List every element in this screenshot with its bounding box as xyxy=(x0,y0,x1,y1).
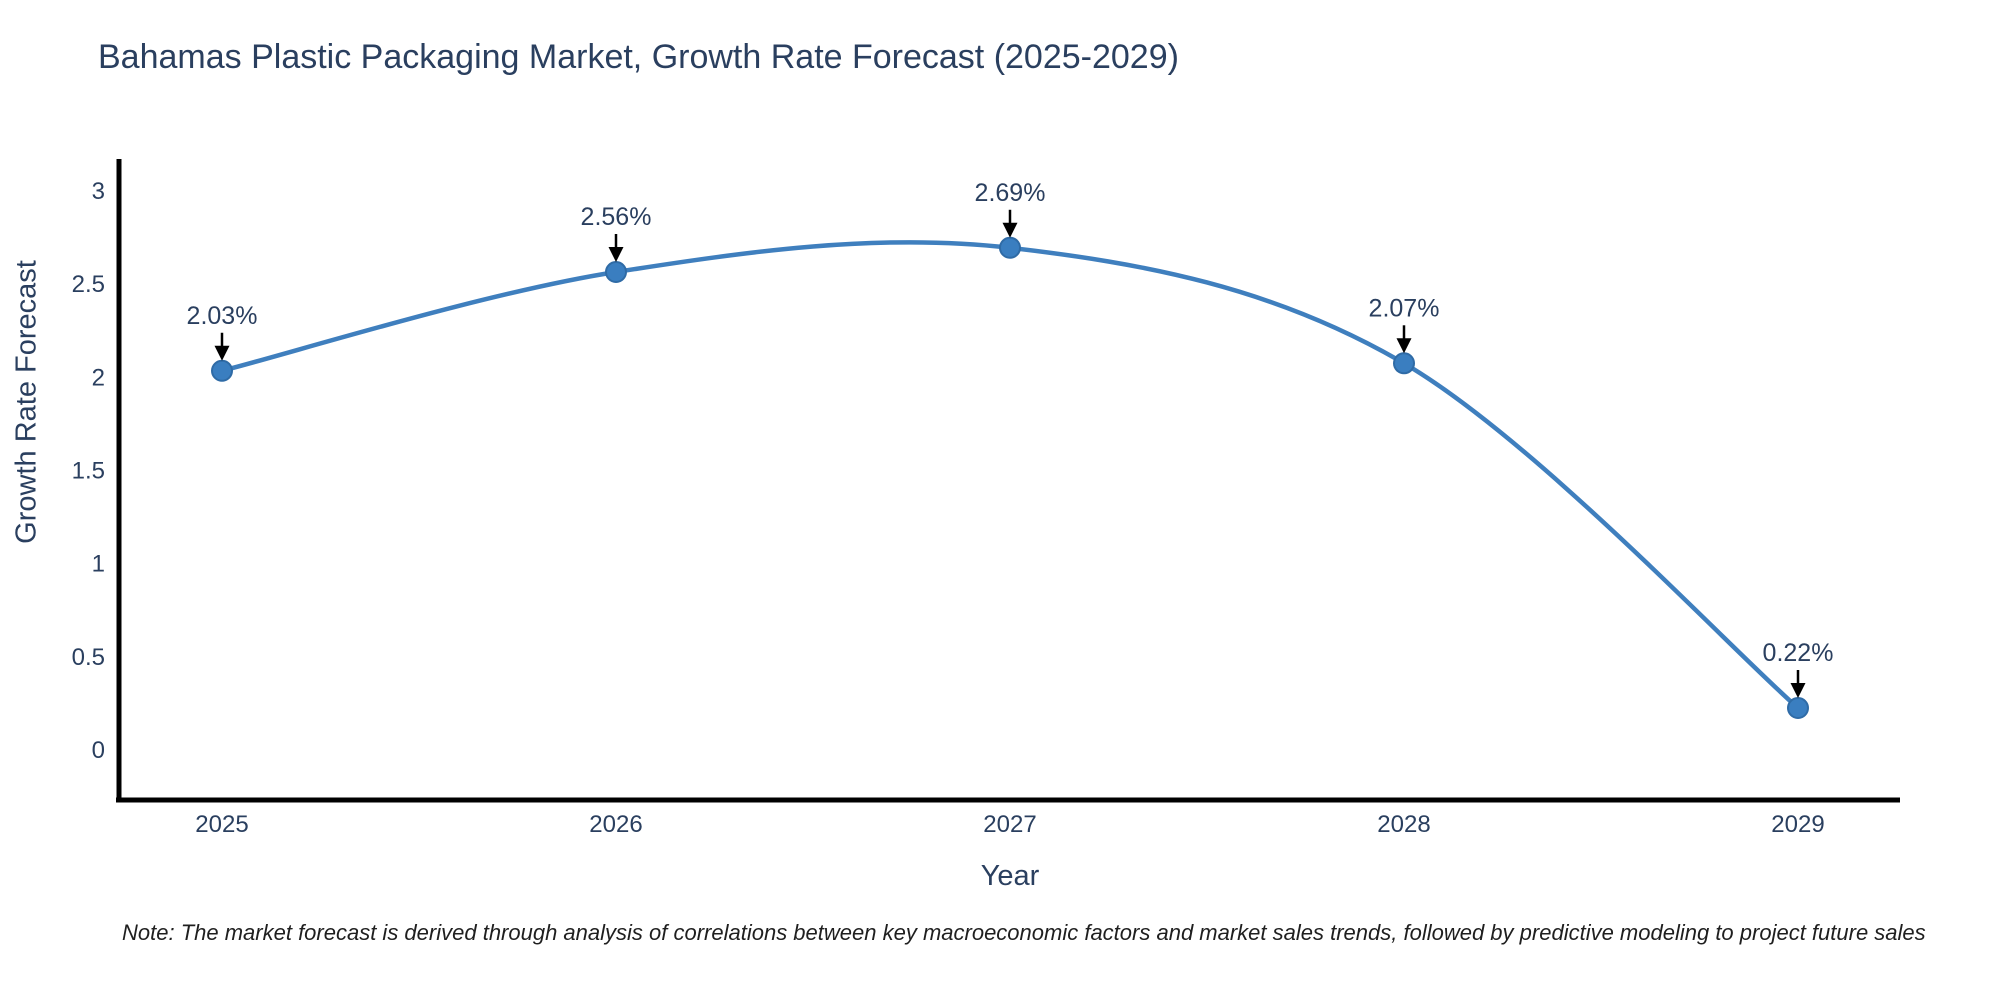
annotation-label: 2.07% xyxy=(1369,294,1440,322)
footnote: Note: The market forecast is derived thr… xyxy=(122,920,1926,945)
annotation-arrowhead xyxy=(608,246,624,262)
x-tick-label: 2025 xyxy=(195,811,248,838)
annotation-arrowhead xyxy=(1396,338,1412,354)
y-tick-label: 0 xyxy=(92,737,105,764)
data-point-marker xyxy=(999,236,1021,259)
forecast-line xyxy=(219,240,1801,711)
y-tick-label: 2 xyxy=(92,364,105,391)
y-tick-label: 1.5 xyxy=(72,458,105,485)
y-tick-label: 1 xyxy=(92,551,105,578)
x-tick-label: 2028 xyxy=(1377,811,1430,838)
data-point-marker xyxy=(1787,697,1809,720)
y-tick-label: 3 xyxy=(92,178,105,205)
annotation-label: 0.22% xyxy=(1763,639,1834,667)
annotation-label: 2.03% xyxy=(187,302,258,330)
data-point-marker xyxy=(211,359,233,382)
x-tick-label: 2029 xyxy=(1771,811,1824,838)
annotation-arrowhead xyxy=(1790,683,1806,699)
annotation-arrowhead xyxy=(1002,222,1018,238)
x-axis-title: Year xyxy=(980,860,1040,892)
x-tick-label: 2027 xyxy=(983,811,1036,838)
annotation-label: 2.69% xyxy=(975,179,1046,207)
y-tick-label: 2.5 xyxy=(72,271,105,298)
annotation-label: 2.56% xyxy=(581,203,652,231)
y-tick-label: 0.5 xyxy=(72,644,105,671)
data-point-marker xyxy=(1393,352,1415,375)
annotation-arrowhead xyxy=(214,345,230,361)
x-tick-label: 2026 xyxy=(589,811,642,838)
chart-title: Bahamas Plastic Packaging Market, Growth… xyxy=(98,38,1179,76)
data-point-marker xyxy=(605,260,627,283)
